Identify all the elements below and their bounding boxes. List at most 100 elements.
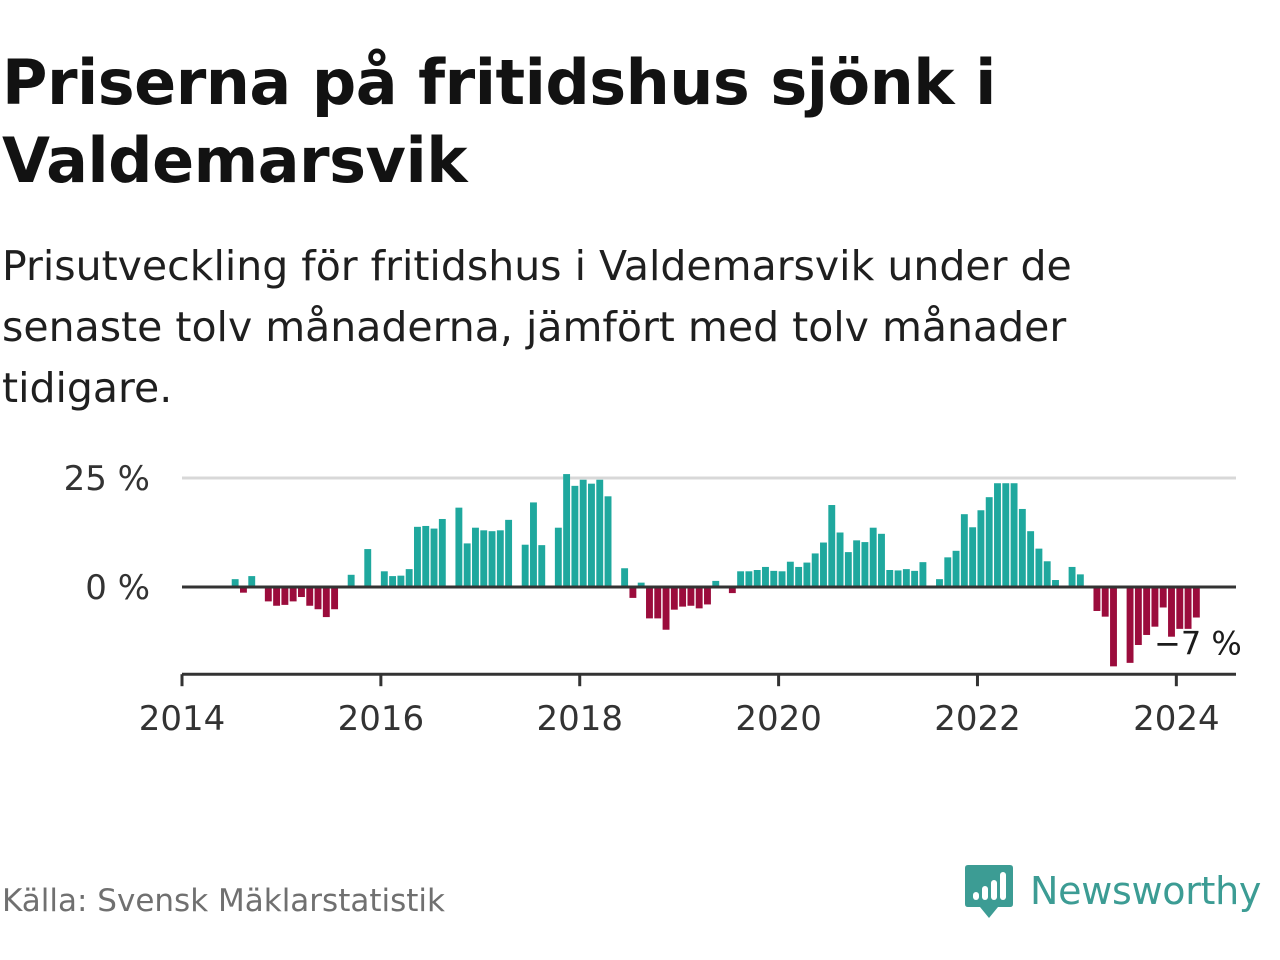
bar <box>380 571 388 587</box>
last-value-label: −7 % <box>1154 625 1242 663</box>
bar <box>902 569 910 587</box>
bar <box>1093 587 1101 611</box>
bar <box>869 527 877 587</box>
source-note: Källa: Svensk Mäklarstatistik <box>2 883 445 919</box>
bar <box>1168 587 1175 637</box>
bars <box>231 474 1200 667</box>
bar <box>1002 483 1010 587</box>
bar <box>347 574 355 587</box>
bar <box>977 510 985 587</box>
bar <box>554 527 562 587</box>
bar <box>894 570 902 587</box>
bar <box>629 587 637 598</box>
bar <box>364 549 372 587</box>
bar <box>704 587 711 605</box>
bar <box>455 507 463 587</box>
bar <box>397 575 405 587</box>
bar <box>737 571 745 587</box>
bar <box>1035 548 1043 587</box>
bar <box>281 587 289 605</box>
bar <box>571 485 579 587</box>
bar <box>944 557 952 587</box>
bar <box>430 528 438 587</box>
x-tick-label: 2020 <box>735 699 822 739</box>
bar <box>687 587 695 606</box>
bar <box>273 587 281 606</box>
bar <box>1043 561 1051 587</box>
labels: 25 % 0 % 2014 2016 2018 2020 2022 2024 −7 % <box>64 459 1242 739</box>
bar <box>298 587 305 598</box>
bar <box>240 587 247 593</box>
bar <box>472 527 479 587</box>
bar <box>331 587 339 610</box>
bar <box>886 570 894 587</box>
bar <box>530 502 537 587</box>
x-tick-label: 2024 <box>1133 699 1220 739</box>
x-tick-label: 2014 <box>139 699 226 739</box>
bar <box>670 587 678 610</box>
bar <box>563 474 571 587</box>
bar <box>314 587 322 610</box>
bar <box>306 587 314 606</box>
bar <box>322 587 330 618</box>
bar <box>1110 587 1117 667</box>
bar <box>248 576 256 587</box>
brand-logo[interactable]: Newsworthy <box>964 862 1261 920</box>
bar <box>422 525 430 587</box>
bar <box>389 576 397 587</box>
bar <box>695 587 703 609</box>
bar <box>952 550 960 587</box>
bar <box>662 587 670 630</box>
bar <box>820 542 827 587</box>
x-tick-label: 2016 <box>338 699 425 739</box>
bar <box>778 571 786 587</box>
bar <box>762 566 769 587</box>
bar <box>1101 587 1109 617</box>
bar <box>679 587 687 607</box>
bar <box>646 587 653 619</box>
bar <box>803 562 811 587</box>
bar <box>1027 531 1035 587</box>
bar <box>1018 508 1026 587</box>
x-tick-label: 2022 <box>934 699 1021 739</box>
bar <box>836 532 844 587</box>
bar <box>878 533 885 587</box>
bar <box>911 570 919 587</box>
bar <box>770 570 778 587</box>
bar <box>1151 587 1159 627</box>
bar <box>521 544 529 587</box>
bar <box>795 566 803 587</box>
bar <box>1126 587 1134 663</box>
y-tick-label: 0 % <box>85 568 150 608</box>
bar <box>786 561 794 587</box>
bar <box>828 505 836 587</box>
bar <box>538 545 546 587</box>
bar <box>969 527 977 587</box>
chart-title: Priserna på fritidshus sjönk i Valdemars… <box>2 46 996 197</box>
x-axis <box>180 585 1236 687</box>
bar <box>712 580 720 587</box>
bar <box>438 518 446 587</box>
bar <box>1143 587 1151 635</box>
bar <box>745 571 753 587</box>
bar <box>960 514 968 587</box>
bar <box>1176 587 1184 629</box>
bar <box>919 562 927 587</box>
bar <box>289 587 297 602</box>
bar <box>811 553 819 587</box>
bar <box>936 579 943 587</box>
bar <box>480 530 488 587</box>
bar <box>463 543 471 587</box>
bar <box>1192 587 1200 618</box>
bar <box>496 530 504 587</box>
chart-subtitle: Prisutveckling för fritidshus i Valdemar… <box>2 242 1072 412</box>
bar <box>637 582 645 587</box>
bar <box>985 497 993 587</box>
bar <box>579 479 587 587</box>
bar <box>488 531 496 587</box>
bar <box>621 568 629 587</box>
bar <box>1068 566 1076 587</box>
bar <box>1010 483 1018 587</box>
bar <box>588 483 595 587</box>
bar <box>505 519 513 587</box>
